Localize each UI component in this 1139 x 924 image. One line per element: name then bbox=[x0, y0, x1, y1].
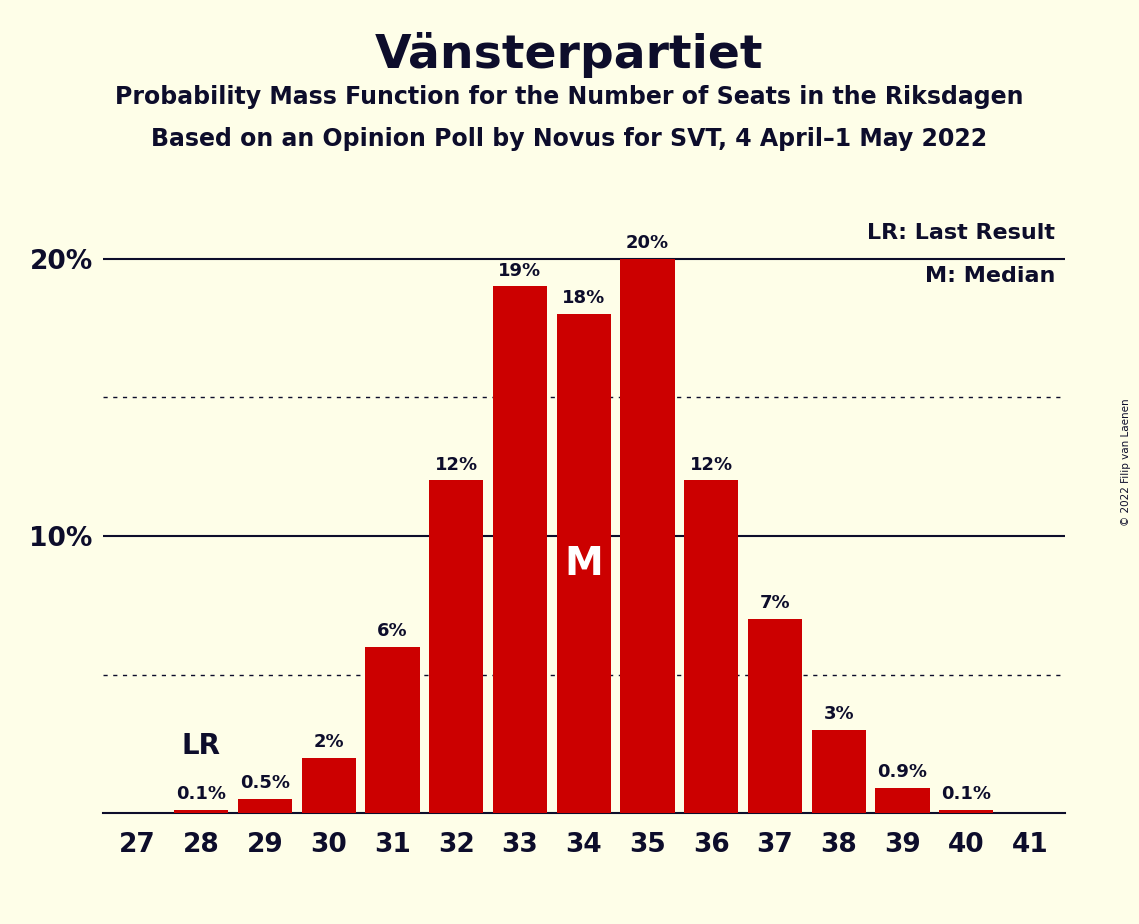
Text: 0.5%: 0.5% bbox=[240, 774, 290, 793]
Text: 19%: 19% bbox=[499, 261, 541, 279]
Text: 6%: 6% bbox=[377, 622, 408, 639]
Bar bbox=[876, 788, 929, 813]
Bar bbox=[748, 619, 802, 813]
Bar bbox=[174, 810, 229, 813]
Bar bbox=[238, 799, 292, 813]
Text: 3%: 3% bbox=[823, 705, 854, 723]
Text: M: M bbox=[564, 544, 604, 583]
Text: 0.9%: 0.9% bbox=[877, 763, 927, 782]
Text: 12%: 12% bbox=[689, 456, 732, 473]
Text: 7%: 7% bbox=[760, 594, 790, 612]
Text: 0.1%: 0.1% bbox=[177, 785, 227, 803]
Text: © 2022 Filip van Laenen: © 2022 Filip van Laenen bbox=[1121, 398, 1131, 526]
Text: 12%: 12% bbox=[435, 456, 478, 473]
Text: 18%: 18% bbox=[563, 289, 605, 307]
Text: LR: Last Result: LR: Last Result bbox=[868, 224, 1056, 243]
Bar bbox=[685, 480, 738, 813]
Bar bbox=[493, 286, 547, 813]
Bar bbox=[366, 647, 419, 813]
Text: Probability Mass Function for the Number of Seats in the Riksdagen: Probability Mass Function for the Number… bbox=[115, 85, 1024, 109]
Text: Vänsterpartiet: Vänsterpartiet bbox=[375, 32, 764, 79]
Text: 20%: 20% bbox=[626, 234, 669, 251]
Text: M: Median: M: Median bbox=[925, 266, 1056, 286]
Bar bbox=[429, 480, 483, 813]
Text: Based on an Opinion Poll by Novus for SVT, 4 April–1 May 2022: Based on an Opinion Poll by Novus for SV… bbox=[151, 127, 988, 151]
Text: 0.1%: 0.1% bbox=[941, 785, 991, 803]
Text: 2%: 2% bbox=[313, 733, 344, 750]
Bar bbox=[812, 730, 866, 813]
Text: LR: LR bbox=[182, 733, 221, 760]
Bar bbox=[621, 259, 674, 813]
Bar bbox=[557, 314, 611, 813]
Bar bbox=[302, 758, 355, 813]
Bar bbox=[939, 810, 993, 813]
